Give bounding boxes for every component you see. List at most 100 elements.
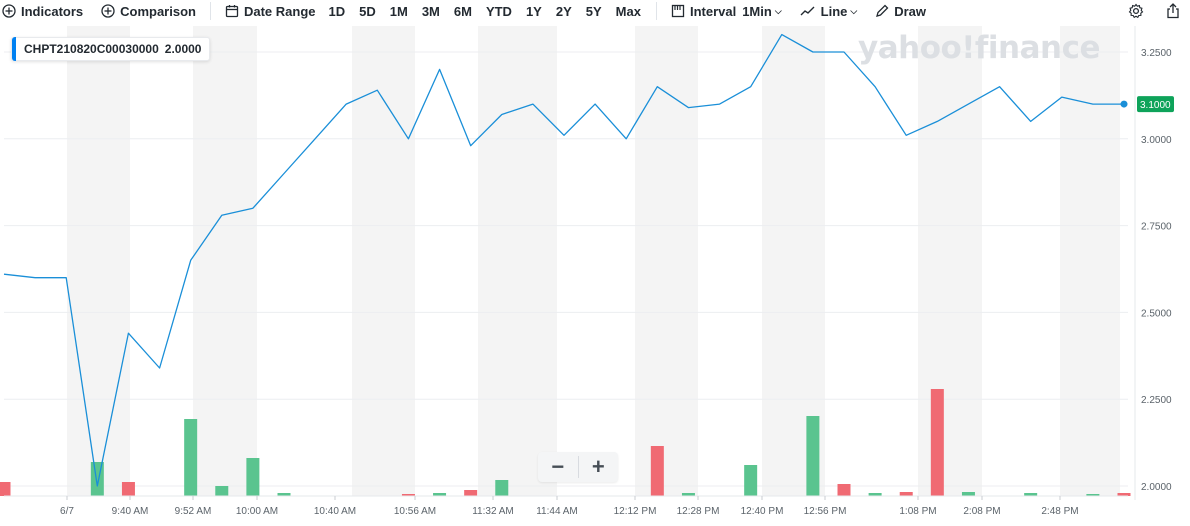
volume-bar xyxy=(495,480,509,496)
volume-bar xyxy=(90,462,104,496)
volume-bar xyxy=(121,482,135,496)
range-1m-button[interactable]: 1M xyxy=(389,3,408,19)
chart-type-label: Line xyxy=(820,3,848,19)
calendar-icon xyxy=(225,5,239,18)
last-point-marker xyxy=(1120,100,1128,108)
y-tick-label: 3.2500 xyxy=(1141,48,1172,59)
toolbar-divider xyxy=(655,2,657,20)
last-price-label: 3.1000 xyxy=(1140,100,1171,111)
range-6m-button[interactable]: 6M xyxy=(453,3,472,19)
range-5y-button[interactable]: 5Y xyxy=(585,3,602,19)
volume-bar xyxy=(246,458,260,496)
volume-bar xyxy=(184,419,198,496)
time-band xyxy=(918,26,982,496)
range-1d-button[interactable]: 1D xyxy=(328,3,346,19)
time-band xyxy=(352,26,415,496)
toolbar-divider xyxy=(209,2,211,20)
volume-bar xyxy=(930,389,944,496)
volume-bar xyxy=(0,482,11,496)
draw-button[interactable]: Draw xyxy=(869,0,932,22)
volume-bar xyxy=(868,493,882,496)
range-max-button[interactable]: Max xyxy=(615,3,641,19)
chevron-down-icon: ⌵ xyxy=(774,5,782,16)
indicators-icon xyxy=(2,4,16,18)
y-axis: 3.2500 3.0000 2.7500 2.5000 2.2500 2.0000 3.10… xyxy=(1134,26,1174,500)
volume-bar xyxy=(961,492,975,496)
x-tick-label: 9:40 AM xyxy=(112,506,149,517)
volume-bar xyxy=(1024,493,1038,496)
volume-bar xyxy=(464,490,478,496)
x-tick-label: 6/7 xyxy=(60,506,74,517)
x-tick-label: 2:08 PM xyxy=(963,506,1000,517)
last-price-tag: 3.1000 xyxy=(1137,96,1174,113)
line-chart-icon xyxy=(800,6,815,16)
volume-bar xyxy=(1086,494,1100,496)
x-tick-label: 12:12 PM xyxy=(614,506,657,517)
volume-bar xyxy=(215,486,229,496)
y-tick-label: 2.5000 xyxy=(1141,308,1172,319)
volume-bar xyxy=(681,493,695,496)
time-band xyxy=(193,26,257,496)
x-tick-label: 11:44 AM xyxy=(536,506,578,517)
y-tick-label: 2.7500 xyxy=(1141,222,1172,233)
volume-bar xyxy=(433,493,447,496)
draw-label: Draw xyxy=(894,3,927,19)
interval-label: Interval xyxy=(689,3,737,19)
y-tick-label: 3.0000 xyxy=(1141,135,1172,146)
comparison-icon xyxy=(101,4,115,18)
time-band xyxy=(635,26,698,496)
x-tick-label: 12:28 PM xyxy=(677,506,720,517)
share-icon[interactable] xyxy=(1166,3,1180,19)
legend-value: 2.0000 xyxy=(164,42,202,56)
x-tick-label: 11:32 AM xyxy=(472,506,514,517)
zoom-divider xyxy=(577,456,579,478)
chart-type-dropdown[interactable]: Line ⌵ xyxy=(794,0,864,22)
legend-symbol: CHPT210820C00030000 xyxy=(24,42,159,56)
series-legend[interactable]: CHPT210820C00030000 2.0000 xyxy=(11,37,211,61)
interval-icon xyxy=(671,4,685,18)
date-range-label: Date Range xyxy=(243,3,316,19)
x-tick-label: 10:40 AM xyxy=(314,506,356,517)
time-band xyxy=(478,26,557,496)
time-band xyxy=(1060,26,1120,496)
yahoo-finance-watermark: yahoo!finance xyxy=(858,30,1101,66)
x-tick-label: 2:48 PM xyxy=(1041,506,1078,517)
range-3m-button[interactable]: 3M xyxy=(421,3,440,19)
volume-bar xyxy=(401,494,415,496)
y-tick-label: 2.2500 xyxy=(1141,395,1172,406)
x-tick-label: 9:52 AM xyxy=(175,506,212,517)
volume-bar xyxy=(1117,493,1131,496)
price-series-line xyxy=(3,33,1124,487)
zoom-in-button[interactable]: + xyxy=(591,454,605,479)
range-2y-button[interactable]: 2Y xyxy=(555,3,572,19)
comparison-button[interactable]: Comparison xyxy=(95,0,202,22)
legend-color-swatch xyxy=(12,37,16,61)
volume-bar xyxy=(806,416,820,496)
indicators-button[interactable]: Indicators xyxy=(0,0,89,22)
x-tick-label: 12:56 PM xyxy=(804,506,847,517)
chart-toolbar: Indicators Comparison Date Range 1D 5D 1… xyxy=(0,0,1190,22)
interval-value: 1Min xyxy=(742,3,772,19)
x-tick-label: 10:00 AM xyxy=(236,506,278,517)
chevron-down-icon: ⌵ xyxy=(850,5,858,16)
range-1y-button[interactable]: 1Y xyxy=(525,3,542,19)
x-tick-label: 1:08 PM xyxy=(899,506,936,517)
range-ytd-button[interactable]: YTD xyxy=(485,3,512,19)
time-bands xyxy=(67,26,1120,496)
x-axis: 6/7 9:40 AM 9:52 AM 10:00 AM 10:40 AM 10:56 A… xyxy=(4,495,1128,517)
indicators-label: Indicators xyxy=(21,3,84,19)
time-band xyxy=(67,26,130,496)
comparison-label: Comparison xyxy=(120,3,196,19)
volume-bar xyxy=(650,446,664,496)
range-5d-button[interactable]: 5D xyxy=(359,3,376,19)
date-range-button[interactable]: Date Range xyxy=(219,0,322,22)
zoom-out-button[interactable]: − xyxy=(551,454,565,479)
settings-icon[interactable] xyxy=(1128,3,1144,19)
y-tick-label: 2.0000 xyxy=(1141,482,1172,493)
price-line xyxy=(3,33,1128,487)
x-tick-label: 12:40 PM xyxy=(741,506,784,517)
toolbar-right-actions xyxy=(1128,0,1180,22)
zoom-controls: − + xyxy=(538,452,618,482)
interval-dropdown[interactable]: Interval 1Min ⌵ xyxy=(665,0,788,22)
